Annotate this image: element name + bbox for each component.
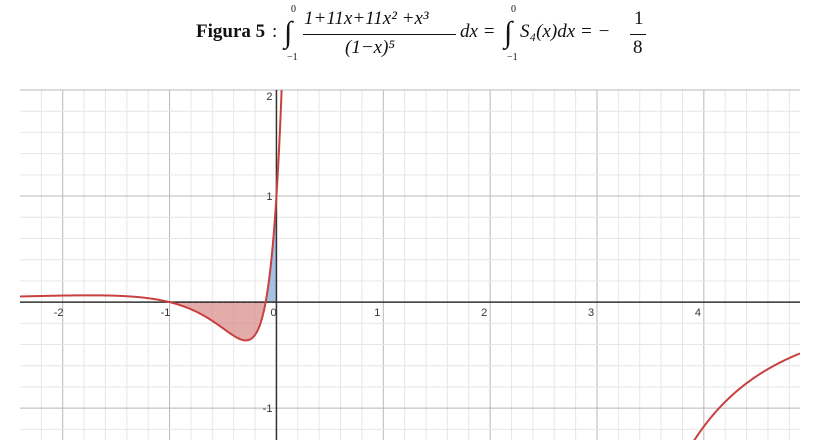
fraction-bar [303,34,456,35]
figure-caption: Figura 5 : ∫ 0 −1 1+11x+11x² +x³ (1−x)⁵ … [0,4,825,70]
lower-limit-1: −1 [287,52,298,63]
y-tick-label: 2 [266,91,272,103]
y-tick-label: -1 [263,403,273,415]
result-denominator: 8 [633,37,643,58]
axes [20,90,800,440]
curve [20,90,800,440]
tick-labels: -2 -1 0 1 2 3 4 1 -1 2 [54,91,701,415]
x-tick-label: 2 [481,307,487,319]
x-tick-label: 1 [374,307,380,319]
x-tick-label: 4 [695,307,701,319]
integrand-numerator: 1+11x+11x² +x³ [304,8,429,29]
x-tick-label: 3 [588,307,594,319]
upper-limit-2: 0 [511,4,516,15]
result-fraction-bar [630,34,646,35]
grid [20,89,800,440]
caption-colon: : [272,21,278,42]
integral-result: S₄(x)dx = − [520,21,611,42]
integral-sign-1: ∫ [284,16,293,49]
figure-label: Figura 5 [196,21,266,42]
x-tick-label: -2 [54,307,64,319]
lower-limit-2: −1 [507,52,518,63]
x-tick-label: 0 [270,307,276,319]
y-tick-label: 1 [266,191,272,203]
integral-sign-2: ∫ [504,16,513,49]
result-numerator: 1 [634,8,644,29]
dx-equals: dx = [460,21,496,42]
x-tick-label: -1 [161,307,171,319]
upper-limit-1: 0 [291,4,296,15]
integrand-denominator: (1−x)⁵ [345,37,396,58]
curve-right-branch [693,352,800,440]
shaded-region-negative [169,302,266,341]
curve-left-branch [20,90,283,342]
shaded-region-positive [265,196,277,303]
